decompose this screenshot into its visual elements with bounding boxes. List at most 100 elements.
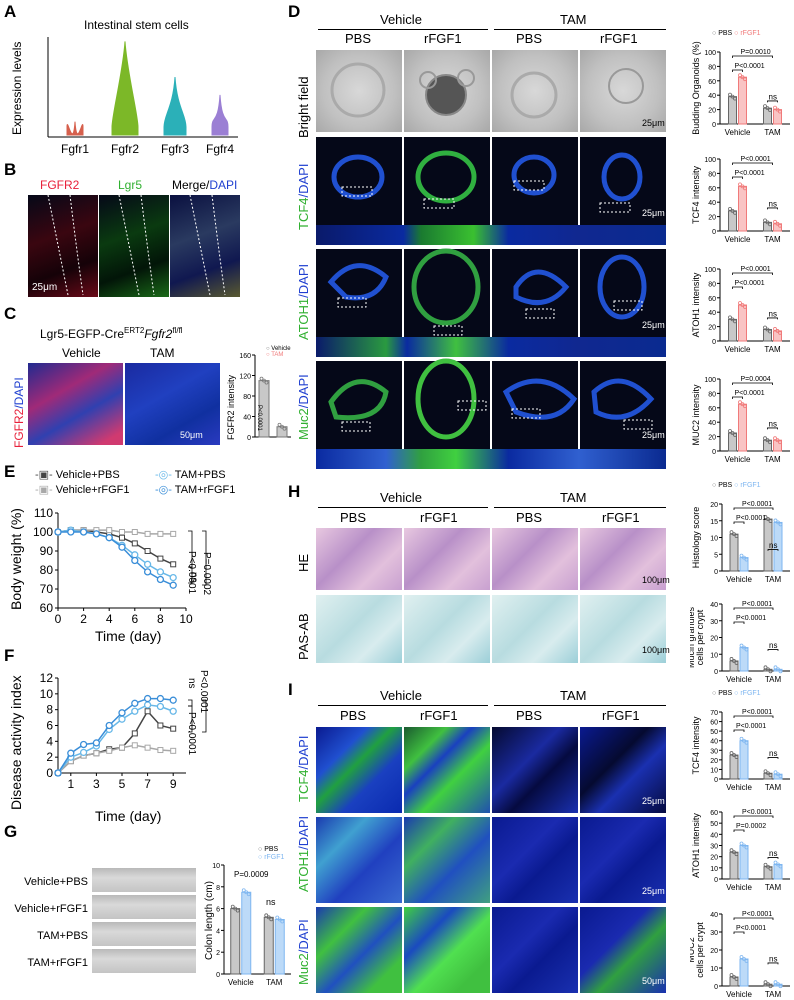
bar-vehicle-1 xyxy=(738,185,747,232)
data-point xyxy=(743,186,747,191)
bar-tam-1 xyxy=(773,439,782,452)
f-line-chart: 0 2 46 8 10 12 1 3 5 7 9 xyxy=(40,671,207,791)
y-tick-label: 20 xyxy=(710,855,718,862)
d-row-1: TCF4/DAPI xyxy=(296,163,311,230)
y-tick-label: 40 xyxy=(710,912,718,919)
x-cat-label: Vehicle xyxy=(726,575,752,584)
point-3-1 xyxy=(67,749,75,757)
y-tick-label: 0 xyxy=(712,122,716,129)
i-muc2-image-2 xyxy=(492,907,578,993)
g-ylabel: Colon length (cm) xyxy=(204,881,215,960)
data-point xyxy=(763,218,767,223)
data-point xyxy=(743,305,747,309)
point-0-8 xyxy=(157,555,164,562)
bracket-1 xyxy=(732,176,743,179)
data-point xyxy=(728,429,732,433)
data-point xyxy=(739,643,744,648)
data-point xyxy=(734,534,739,539)
i-col-1: rFGF1 xyxy=(420,708,458,723)
bracket-2 xyxy=(188,705,193,733)
y-tick-label: 0 xyxy=(714,669,718,676)
point-2-8 xyxy=(156,702,165,711)
d-row-0: Bright field xyxy=(296,76,311,138)
point-3-5 xyxy=(118,709,126,717)
d-chart-budding: 0 20 40 60 80 100 Vehicle TAM P<0.0001 P=0.0010 ns… xyxy=(691,41,790,137)
data-point xyxy=(738,301,742,305)
p-value-1: P<0.0001 xyxy=(735,63,765,70)
y-tick-label: 40 xyxy=(708,420,716,427)
bar-tam-1 xyxy=(274,919,285,975)
c-bar-chart: 0 40 80 120 160 xyxy=(239,353,291,442)
point-1-4 xyxy=(106,527,113,534)
y-tick-label: 40 xyxy=(710,739,718,746)
data-point xyxy=(763,515,768,519)
panel-a-violin-chart: Fgfr1 Fgfr2 Fgfr3 Fgfr4 xyxy=(47,37,238,156)
ns-label: ns xyxy=(769,541,777,550)
x-cat-label: Vehicle xyxy=(726,990,752,999)
data-point xyxy=(738,73,742,78)
y-tick-label: 6 xyxy=(216,907,220,914)
bracket-2 xyxy=(733,815,774,818)
data-point xyxy=(776,772,780,777)
data-point xyxy=(740,184,745,189)
data-point xyxy=(775,107,780,112)
g-row-0: Vehicle+PBS xyxy=(24,876,88,888)
d-fluor-organoids xyxy=(327,150,655,440)
data-point xyxy=(738,182,742,187)
data-point xyxy=(768,773,773,778)
data-point xyxy=(733,210,737,215)
data-point xyxy=(235,908,240,913)
point-3-9 xyxy=(169,581,177,589)
bar-vehicle-0 xyxy=(729,660,739,672)
y-tick-label: 2 xyxy=(46,750,53,764)
panel-c-label: C xyxy=(4,304,17,323)
y-tick-label: 40 xyxy=(710,602,718,609)
bracket-1 xyxy=(732,69,743,72)
bracket-2 xyxy=(188,566,193,584)
data-point xyxy=(763,862,768,867)
point-2-9 xyxy=(169,707,177,715)
data-point xyxy=(264,380,269,385)
bar-vehicle-1 xyxy=(738,304,747,342)
y-tick-label: 110 xyxy=(34,506,53,520)
p-value-2: P=0.0010 xyxy=(741,49,771,56)
bar-tam-0 xyxy=(763,221,772,232)
point-1-6 xyxy=(131,529,138,535)
data-point xyxy=(775,329,780,333)
bar-tam-0 xyxy=(763,107,772,125)
h-group-line-2 xyxy=(494,507,666,508)
h-pas-image-2 xyxy=(492,595,578,663)
y-axis-label: TCF4 intensity xyxy=(691,716,701,775)
h-group-line-1 xyxy=(318,507,488,508)
point-1-9 xyxy=(170,747,177,754)
data-point xyxy=(778,223,782,228)
p-value-2: P<0.0001 xyxy=(742,709,772,716)
bracket-3 xyxy=(202,699,207,733)
bar-vehicle-0 xyxy=(729,754,739,780)
panel-h-label: H xyxy=(288,482,301,501)
y-axis-label: MUC2 xyxy=(690,937,696,963)
y-tick-label: 80 xyxy=(243,394,251,401)
y-tick-label: 80 xyxy=(708,391,716,398)
data-point xyxy=(766,667,770,672)
y-tick-label: 0 xyxy=(247,435,251,442)
series-line-0 xyxy=(57,529,174,565)
y-tick-label: 160 xyxy=(239,353,251,360)
data-point xyxy=(732,659,736,663)
bracket-ns xyxy=(767,207,778,210)
y-tick-label: 20 xyxy=(710,758,718,765)
point-3-1 xyxy=(67,528,75,536)
h-row-1: PAS-AB xyxy=(296,613,311,660)
data-point xyxy=(773,860,778,865)
bar-tam-0 xyxy=(763,518,773,572)
x-cat-label: Vehicle xyxy=(725,345,751,354)
data-point xyxy=(768,329,772,334)
y-tick-label: 30 xyxy=(710,748,718,755)
h-legend: ○ PBS ○ rFGF1 xyxy=(712,482,761,489)
data-point xyxy=(763,665,768,670)
panel-a-title: Intestinal stem cells xyxy=(84,18,189,32)
y-tick-label: 20 xyxy=(708,325,716,332)
data-point xyxy=(233,906,238,911)
g-row-3: TAM+rFGF1 xyxy=(27,957,88,969)
d-row-2: ATOH1/DAPI xyxy=(296,263,311,340)
